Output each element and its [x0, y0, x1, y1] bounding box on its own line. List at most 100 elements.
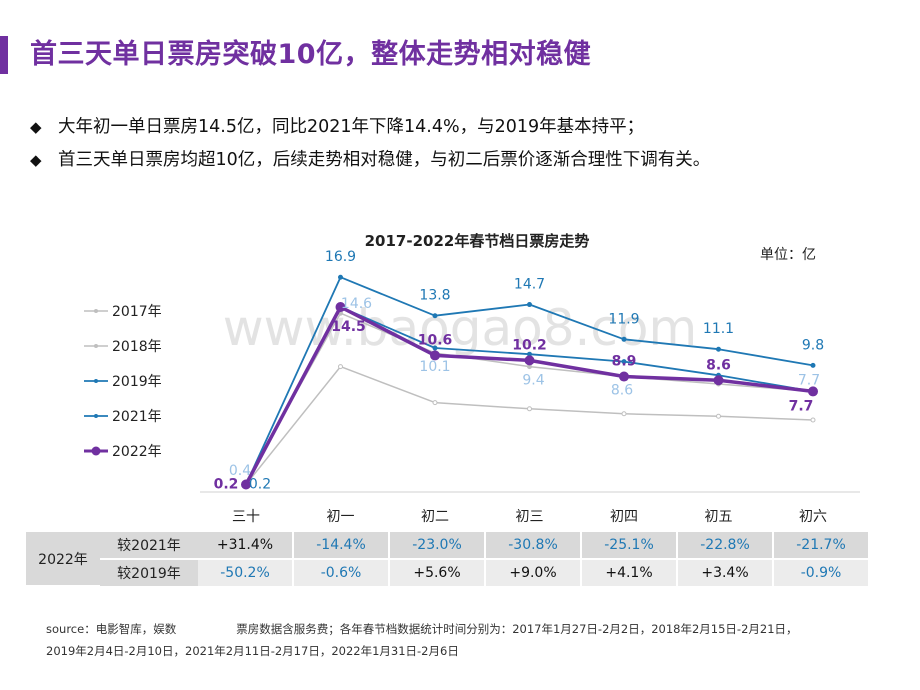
data-labels: 0.4 14.6 10.1 9.4 8.6 7.7 0.2 16.9 13.8 14.7 11.9 1…	[214, 249, 825, 492]
table-cell: +3.4%	[676, 559, 773, 586]
data-point	[713, 375, 724, 386]
comparison-table: 2022年 较2021年 +31.4% -14.4% -23.0% -30.8%…	[26, 532, 868, 587]
series-lines	[241, 274, 818, 490]
table-cell: -30.8%	[484, 532, 581, 560]
legend-label: 2017年	[112, 304, 162, 320]
chart-title: 2017-2022年春节档日票房走势	[365, 232, 590, 250]
bullet-text-2: 首三天单日票房均超10亿，后续走势相对稳健，与初二后票价逐渐合理性下调有关。	[58, 150, 711, 170]
unit-label: 单位：亿	[760, 247, 816, 263]
data-point	[241, 479, 251, 490]
data-label: 7.7	[798, 372, 820, 388]
data-point	[338, 364, 343, 370]
data-point	[527, 302, 532, 308]
data-label: 10.6	[418, 332, 453, 348]
table-cell: +31.4%	[198, 532, 293, 560]
bullet-list: ◆ 大年初一单日票房14.5亿，同比2021年下降14.4%，与2019年基本持…	[30, 111, 910, 177]
data-point	[716, 413, 721, 419]
data-point	[716, 346, 721, 352]
data-point	[621, 411, 627, 417]
table-cell: +5.6%	[388, 559, 485, 586]
x-tick-label: 初六	[799, 508, 827, 525]
data-point	[810, 417, 816, 423]
page-title: 首三天单日票房突破10亿，整体走势相对稳健	[30, 39, 592, 70]
legend-marker	[94, 379, 98, 383]
data-point	[810, 362, 816, 368]
data-point	[621, 336, 627, 342]
legend-marker	[91, 446, 101, 456]
source-attribution: source：电影智库，娱数	[46, 622, 177, 636]
table-cell: -0.9%	[772, 559, 868, 586]
diamond-bullet-icon: ◆	[30, 118, 42, 136]
x-tick-label: 初二	[421, 508, 449, 525]
table-row-vs-2019: 较2019年 -50.2% -0.6% +5.6% +9.0% +4.1% +3…	[26, 559, 868, 586]
table-cell: -14.4%	[292, 532, 389, 560]
box-office-line-chart: www.baogao8.com 2017-2022年春节档日票房走势 单位：亿 …	[84, 232, 860, 525]
watermark-text: www.baogao8.com	[223, 299, 697, 357]
data-label: 8.9	[612, 354, 637, 370]
data-label: 9.8	[802, 337, 824, 353]
table-cell: +4.1%	[580, 559, 677, 586]
data-label: 13.8	[419, 288, 450, 304]
data-point	[432, 313, 438, 319]
legend-marker	[94, 344, 98, 348]
bullet-item-2: ◆ 首三天单日票房均超10亿，后续走势相对稳健，与初二后票价逐渐合理性下调有关。	[30, 144, 910, 177]
table-cell: +9.0%	[484, 559, 581, 586]
data-label: 16.9	[325, 249, 356, 265]
table-cell: -0.6%	[292, 559, 389, 586]
legend-marker	[94, 309, 98, 313]
data-label: 10.1	[419, 359, 450, 375]
title-accent-bar	[0, 36, 8, 74]
data-point	[335, 302, 346, 313]
chart-legend: 2017年 2018年 2019年 2021年 2022年	[84, 304, 162, 460]
data-label: 14.5	[331, 319, 366, 335]
data-label: 11.9	[608, 311, 639, 327]
legend-label: 2019年	[112, 374, 162, 390]
x-tick-label: 初五	[705, 508, 733, 525]
data-point	[432, 400, 438, 406]
source-line-1: source：电影智库，娱数 票房数据含服务费；各年春节档数据统计时间分别为：20…	[46, 618, 886, 640]
source-note: source：电影智库，娱数 票房数据含服务费；各年春节档数据统计时间分别为：20…	[46, 618, 886, 662]
data-label: 9.4	[522, 373, 544, 389]
table-cell: -22.8%	[676, 532, 773, 560]
data-point	[432, 345, 438, 351]
data-label: 7.7	[789, 398, 814, 414]
table-cell: -25.1%	[580, 532, 677, 560]
data-label: 8.6	[706, 357, 731, 373]
table-cell: -21.7%	[772, 532, 868, 560]
table-group-label: 2022年	[26, 532, 100, 587]
data-point	[621, 359, 627, 365]
source-note-text: 票房数据含服务费；各年春节档数据统计时间分别为：2017年1月27日-2月2日，…	[236, 622, 798, 636]
x-tick-label: 初四	[610, 508, 638, 525]
source-line-2: 2019年2月4日-2月10日，2021年2月11日-2月17日，2022年1月…	[46, 644, 459, 658]
x-tick-label: 初一	[327, 508, 355, 525]
table-cell: -50.2%	[198, 559, 293, 586]
data-point	[524, 355, 535, 366]
x-tick-label: 初三	[516, 508, 544, 525]
legend-marker	[94, 414, 98, 418]
legend-label: 2022年	[112, 444, 162, 460]
table-cell: -23.0%	[388, 532, 485, 560]
table-row-vs-2021: 2022年 较2021年 +31.4% -14.4% -23.0% -30.8%…	[26, 532, 868, 587]
data-point	[619, 371, 629, 382]
data-point	[808, 386, 818, 397]
data-label: 10.2	[512, 337, 547, 353]
data-label: 0.2	[249, 477, 271, 493]
legend-label: 2018年	[112, 339, 162, 355]
data-label: 8.6	[611, 383, 633, 399]
legend-label: 2021年	[112, 409, 162, 425]
bullet-text-1: 大年初一单日票房14.5亿，同比2021年下降14.4%，与2019年基本持平；	[58, 117, 645, 137]
data-label: 0.4	[229, 463, 251, 479]
data-label: 11.1	[703, 321, 734, 337]
row-label: 较2019年	[100, 559, 198, 586]
data-point	[527, 406, 532, 412]
bullet-item-1: ◆ 大年初一单日票房14.5亿，同比2021年下降14.4%，与2019年基本持…	[30, 111, 910, 144]
data-label: 0.2	[214, 477, 239, 493]
x-tick-label: 三十	[232, 509, 260, 525]
data-point	[338, 274, 343, 280]
diamond-bullet-icon: ◆	[30, 151, 42, 169]
data-label: 14.7	[514, 277, 545, 293]
data-label: 14.6	[341, 296, 372, 312]
row-label: 较2021年	[100, 532, 198, 560]
x-tick-labels: 三十 初一 初二 初三 初四 初五 初六	[232, 508, 827, 525]
data-point	[430, 350, 440, 361]
